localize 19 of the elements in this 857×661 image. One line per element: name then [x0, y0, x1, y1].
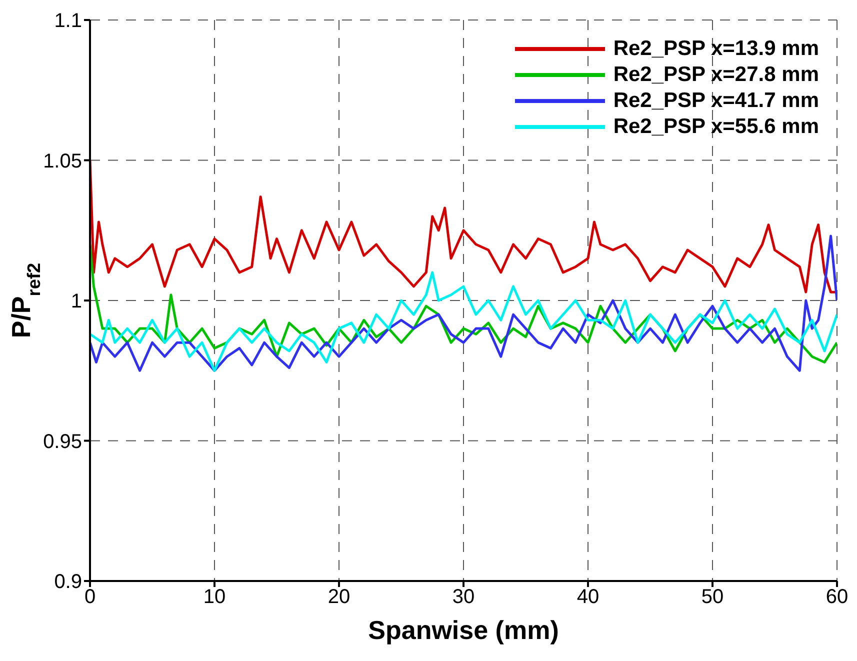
x-axis-title: Spanwise (mm) [368, 615, 559, 645]
x-tick-label: 40 [576, 586, 600, 608]
y-tick-label: 1 [70, 290, 82, 313]
x-tick-label: 20 [328, 586, 350, 608]
legend-label: Re2_PSP x=41.7 mm [613, 89, 819, 113]
line-series [90, 271, 837, 372]
line-series [90, 159, 837, 294]
x-tick-label: 10 [203, 586, 226, 608]
y-tick-label: 0.9 [54, 571, 82, 594]
legend-label: Re2_PSP x=27.8 mm [613, 63, 819, 87]
legend-label: Re2_PSP x=55.6 mm [613, 115, 819, 139]
x-tick-label: 60 [826, 586, 848, 608]
y-tick-label: 0.95 [43, 430, 82, 453]
x-tick-label: 0 [84, 586, 96, 608]
x-tick-label: 50 [701, 586, 724, 608]
legend-label: Re2_PSP x=13.9 mm [613, 37, 819, 61]
x-tick-label: 30 [452, 586, 475, 608]
y-tick-label: 1.1 [54, 10, 82, 32]
y-tick-label: 1.05 [43, 150, 82, 172]
